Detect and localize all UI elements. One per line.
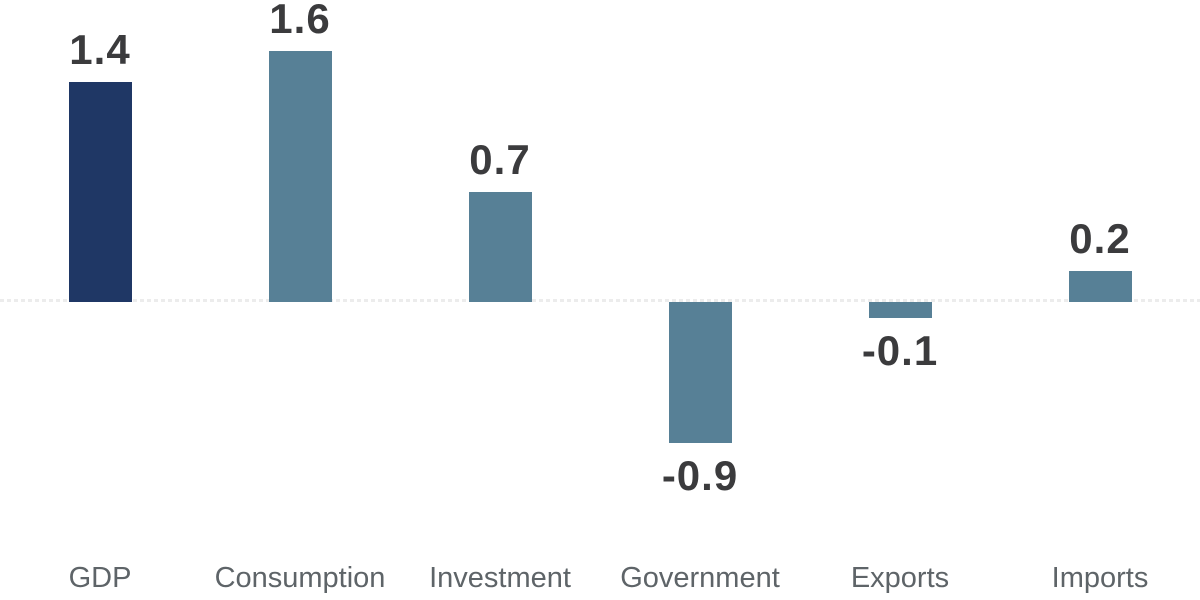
bar-consumption	[268, 51, 332, 302]
category-label-consumption: Consumption	[214, 562, 386, 594]
value-label-investment: 0.7	[469, 136, 531, 183]
bar-investment	[468, 192, 532, 302]
category-label-investment: Investment	[429, 562, 571, 594]
zero-baseline	[0, 299, 1200, 302]
category-label-imports: Imports	[1051, 562, 1149, 594]
value-label-imports: 0.2	[1069, 215, 1131, 262]
value-label-exports: -0.1	[861, 327, 939, 374]
category-label-exports: Exports	[850, 562, 950, 594]
value-label-government: -0.9	[661, 452, 739, 499]
bar-exports	[868, 302, 932, 318]
category-label-gdp: GDP	[68, 562, 132, 594]
category-label-government: Government	[620, 562, 780, 594]
bar-imports	[1068, 271, 1132, 302]
bar-gdp	[68, 82, 132, 302]
value-label-consumption: 1.6	[269, 0, 331, 42]
bar-government	[668, 302, 732, 443]
value-label-gdp: 1.4	[69, 26, 131, 73]
